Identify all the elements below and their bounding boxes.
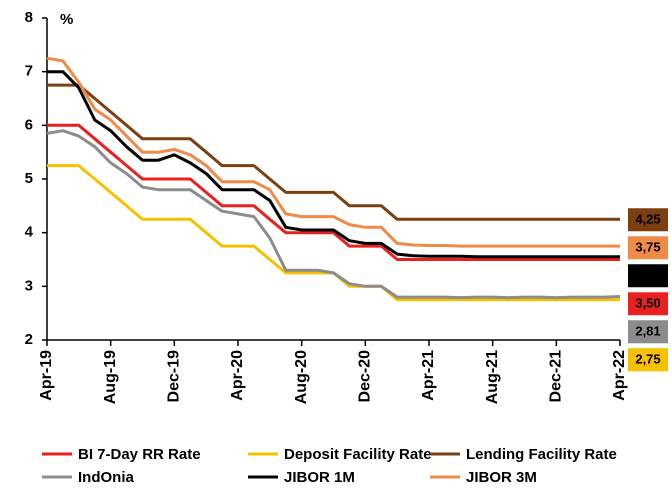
series-line: [46, 56, 620, 248]
value-label: 3,50: [635, 296, 660, 311]
legend-item: JIBOR 3M: [430, 469, 537, 486]
x-tick-label: Aug-21: [484, 350, 501, 404]
legend-label: JIBOR 3M: [466, 469, 537, 486]
series-line: [46, 129, 621, 300]
legend-label: JIBOR 1M: [284, 469, 355, 486]
x-tick-label: Aug-19: [102, 350, 119, 404]
value-label-box: [628, 264, 668, 288]
legend-item: Deposit Facility Rate: [248, 446, 432, 463]
legend-label: BI 7-Day RR Rate: [78, 446, 201, 463]
series-line: [47, 83, 620, 221]
x-tick-label: Dec-21: [548, 350, 565, 403]
value-label-box: [628, 236, 668, 260]
y-tick-label: 5: [25, 170, 33, 187]
value-label: 3,55: [635, 268, 660, 283]
x-tick-label: Apr-20: [229, 350, 246, 401]
value-label-box: [628, 292, 668, 316]
x-tick-label: Aug-20: [293, 350, 310, 404]
value-label: 4,25: [635, 212, 660, 227]
legend-label: Lending Facility Rate: [466, 446, 617, 463]
series-line: [47, 70, 620, 259]
value-label: 3,75: [635, 240, 660, 255]
y-tick-label: 8: [25, 9, 33, 26]
legend-item: Lending Facility Rate: [430, 446, 617, 463]
y-tick-label: 7: [25, 63, 33, 80]
value-label: 2,75: [635, 352, 660, 367]
legend-label: Deposit Facility Rate: [284, 446, 432, 463]
value-label-box: [628, 348, 668, 372]
value-label-box: [628, 208, 668, 232]
y-tick-label: 3: [25, 277, 33, 294]
legend-item: BI 7-Day RR Rate: [42, 446, 201, 463]
y-tick-label: 2: [25, 331, 33, 348]
x-tick-label: Dec-19: [166, 350, 183, 403]
series-line: [47, 123, 620, 261]
x-tick-label: Apr-19: [38, 350, 55, 401]
y-tick-label: 6: [25, 116, 33, 133]
value-label-box: [628, 320, 668, 344]
y-tick-label: 4: [25, 224, 34, 241]
x-tick-label: Apr-21: [420, 350, 437, 401]
x-tick-label: Apr-22: [611, 350, 628, 401]
legend-item: IndOnia: [42, 469, 134, 486]
y-unit-label: %: [60, 11, 73, 28]
legend-item: JIBOR 1M: [248, 469, 355, 486]
value-label: 2,81: [635, 324, 660, 339]
x-tick-label: Dec-20: [357, 350, 374, 403]
legend-label: IndOnia: [78, 469, 134, 486]
